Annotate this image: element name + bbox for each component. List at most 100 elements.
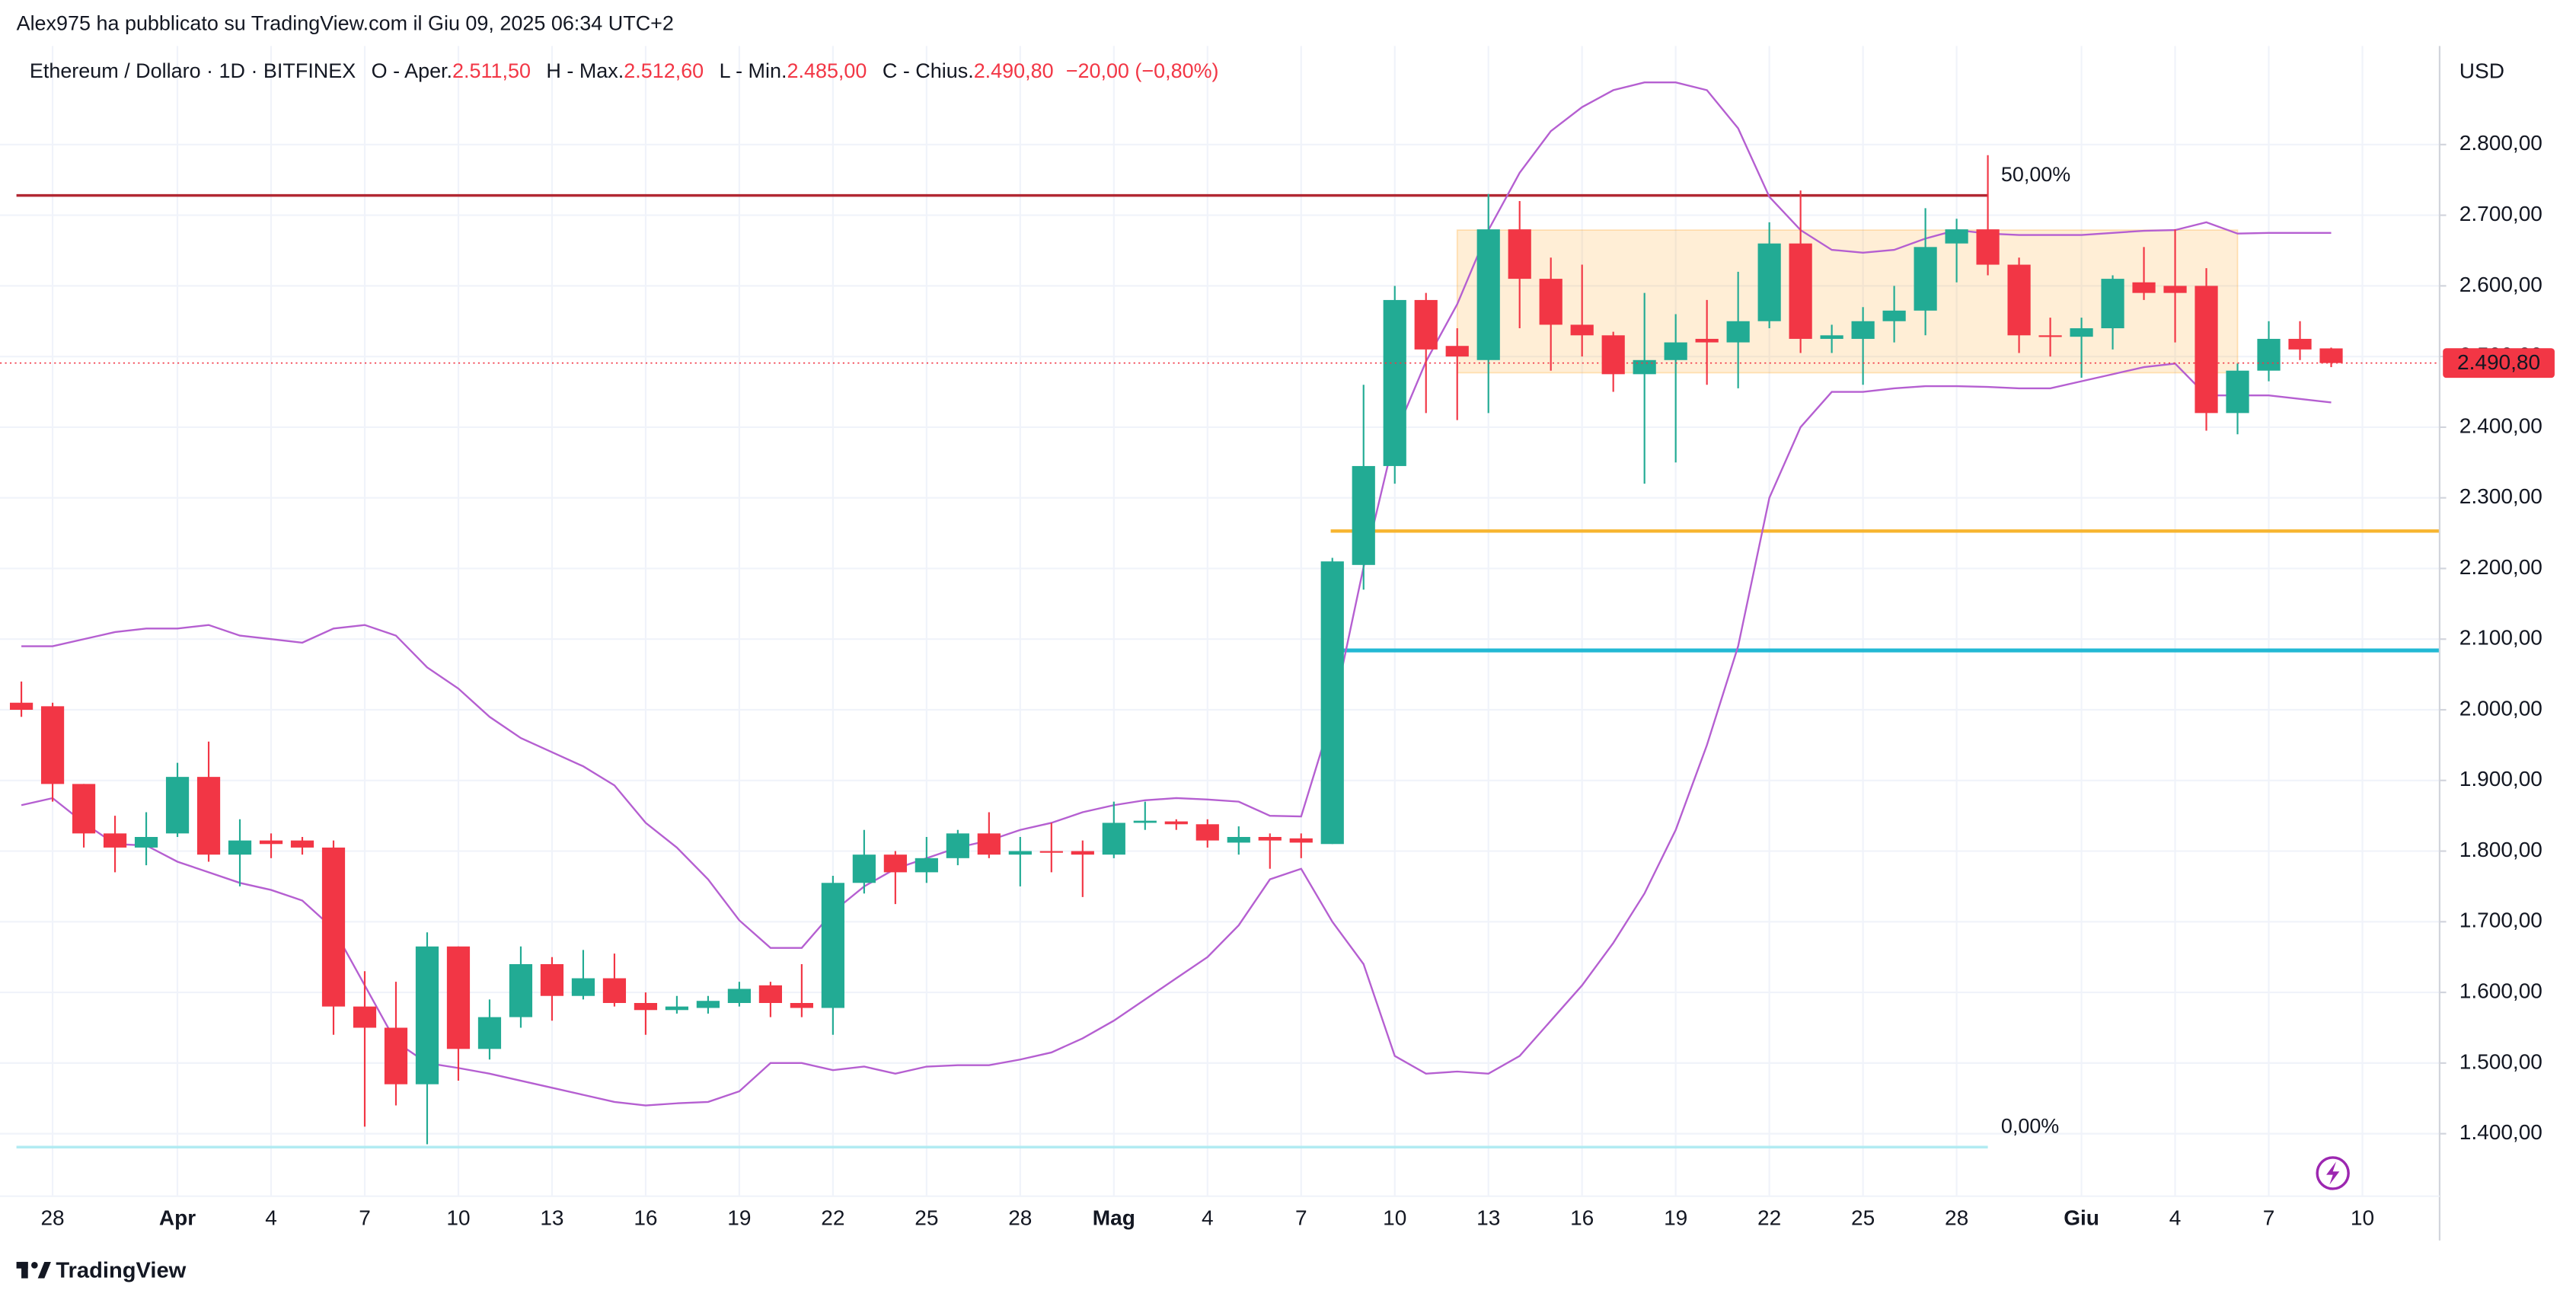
- candle-body: [321, 847, 346, 1007]
- candle-body: [977, 833, 1001, 855]
- x-tick-label: 10: [1383, 1206, 1406, 1229]
- x-tick-label: 28: [1945, 1206, 1968, 1229]
- candle-body: [40, 706, 65, 784]
- x-tick-label: 28: [40, 1206, 64, 1229]
- open-value: 2.511,50: [452, 59, 531, 82]
- y-tick-label: 1.500,00: [2459, 1049, 2542, 1073]
- x-tick-label: 7: [359, 1206, 371, 1229]
- candle-body: [758, 985, 782, 1004]
- candle-body: [2007, 264, 2031, 336]
- y-tick-label: 1.900,00: [2459, 767, 2542, 791]
- close-value: 2.490,80: [974, 59, 1054, 82]
- candle-body: [1570, 324, 1594, 336]
- candle-body: [72, 784, 96, 834]
- legend: Ethereum / Dollaro · 1D · BITFINEX O - A…: [30, 59, 1219, 82]
- x-tick-label: 19: [727, 1206, 751, 1229]
- candle-body: [696, 1001, 720, 1008]
- low-label: L - Min.: [720, 59, 787, 82]
- band-line: [21, 81, 2332, 949]
- level-annotation: 0,00%: [2001, 1114, 2059, 1137]
- y-tick-label: 1.600,00: [2459, 979, 2542, 1002]
- lightning-icon: [2316, 1156, 2350, 1190]
- candle-body: [1882, 310, 1906, 321]
- y-tick-label: 1.700,00: [2459, 909, 2542, 932]
- x-tick-label: 10: [2351, 1206, 2374, 1229]
- candle-body: [946, 833, 969, 858]
- candle-body: [446, 946, 471, 1049]
- x-tick-label: 22: [821, 1206, 844, 1229]
- low-value: 2.485,00: [787, 59, 867, 82]
- x-tick-label: 4: [1202, 1206, 1214, 1229]
- candle-body: [1320, 561, 1344, 845]
- change: −20,00 (−0,80%): [1066, 59, 1219, 82]
- currency: USD: [2459, 59, 2504, 82]
- x-tick-label: Mag: [1093, 1206, 1135, 1229]
- x-tick-label: 22: [1757, 1206, 1781, 1229]
- band-line: [21, 363, 2332, 1107]
- close-label: C - Chius.: [883, 59, 974, 82]
- published-note: Alex975 ha pubblicato su TradingView.com…: [17, 11, 674, 34]
- candle-body: [1352, 465, 1375, 565]
- candle-body: [883, 854, 907, 873]
- candle-body: [1695, 338, 1719, 343]
- candle-body: [103, 833, 127, 848]
- candle-body: [821, 883, 844, 1008]
- candle-body: [1914, 247, 1937, 311]
- x-tick-label: 7: [2263, 1206, 2275, 1229]
- candle-body: [1289, 838, 1313, 843]
- x-tick-label: 4: [265, 1206, 277, 1229]
- candle-body: [727, 989, 752, 1004]
- candle-body: [1258, 836, 1282, 841]
- candle-body: [1976, 229, 2000, 265]
- y-tick-label: 2.400,00: [2459, 414, 2542, 437]
- candle-body: [1133, 820, 1157, 823]
- candle-body: [384, 1027, 408, 1084]
- candle-body: [634, 1003, 658, 1011]
- candle-body: [571, 978, 595, 996]
- candle-body: [1945, 229, 1968, 244]
- candle-body: [1851, 321, 1875, 339]
- candle-body: [1757, 243, 1781, 321]
- candle-body: [852, 854, 876, 883]
- x-tick-label: Giu: [2064, 1206, 2099, 1229]
- candle-body: [290, 840, 314, 848]
- candle-body: [1726, 321, 1750, 343]
- candle-body: [2319, 348, 2343, 363]
- y-tick-label: 2.700,00: [2459, 202, 2542, 225]
- y-tick-label: 1.400,00: [2459, 1120, 2542, 1144]
- candle-body: [2038, 335, 2062, 337]
- candle-body: [790, 1003, 813, 1008]
- x-tick-label: 4: [2169, 1206, 2182, 1229]
- candle-body: [1414, 299, 1438, 350]
- brand: TradingView: [56, 1259, 186, 1283]
- candle-body: [602, 978, 627, 1004]
- x-tick-label: 19: [1664, 1206, 1687, 1229]
- y-tick-label: 1.800,00: [2459, 838, 2542, 861]
- y-tick-label: 2.300,00: [2459, 484, 2542, 508]
- candle-body: [1539, 279, 1563, 325]
- candle-body: [1008, 851, 1032, 855]
- high-label: H - Max.: [546, 59, 624, 82]
- y-tick-label: 2.200,00: [2459, 555, 2542, 579]
- candle-body: [9, 702, 34, 711]
- candle-body: [259, 840, 283, 845]
- candle-body: [228, 840, 252, 855]
- candle-body: [1383, 299, 1406, 466]
- candle-body: [196, 777, 221, 855]
- level-annotation: 50,00%: [2001, 163, 2070, 186]
- open-label: O - Aper.: [372, 59, 452, 82]
- candle-body: [1102, 822, 1125, 855]
- candle-body: [353, 1006, 377, 1028]
- candle-body: [1633, 359, 1656, 375]
- candle-body: [1071, 851, 1094, 855]
- x-tick-label: 10: [446, 1206, 470, 1229]
- x-tick-label: 25: [1851, 1206, 1875, 1229]
- candle-body: [1164, 821, 1188, 825]
- candle-body: [2132, 282, 2156, 293]
- last-price-tag: [2443, 348, 2555, 379]
- candle-body: [1508, 229, 1531, 279]
- candle-body: [2226, 370, 2249, 414]
- candle-body: [1601, 335, 1625, 375]
